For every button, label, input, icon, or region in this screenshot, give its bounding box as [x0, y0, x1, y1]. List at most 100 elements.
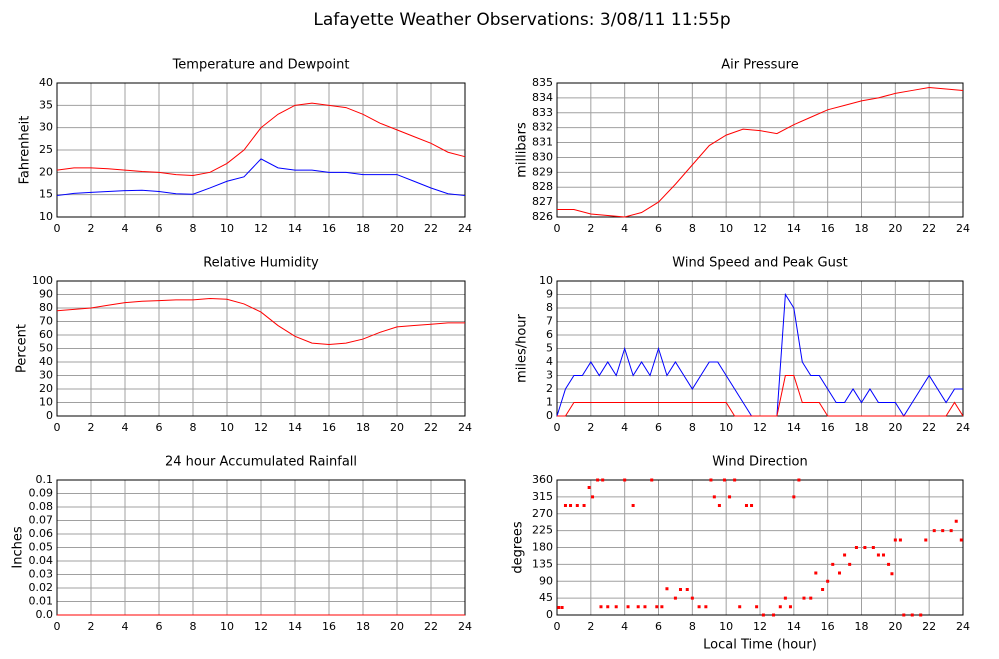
- y-tick-label: 7: [546, 315, 553, 328]
- x-axis-label: Local Time (hour): [703, 638, 817, 653]
- y-tick-label: 10: [539, 274, 553, 287]
- series-line: [56, 298, 465, 345]
- x-tick-label: 12: [753, 620, 767, 633]
- point: [744, 504, 748, 507]
- point: [614, 605, 618, 609]
- x-tick-label: 0: [54, 222, 61, 235]
- x-tick-label: 20: [390, 222, 404, 235]
- y-axis-label: millibars: [515, 122, 530, 178]
- point: [660, 605, 664, 609]
- point: [636, 605, 640, 609]
- x-tick-label: 22: [424, 620, 438, 633]
- plot-frame: [56, 280, 466, 417]
- point: [783, 596, 787, 600]
- point: [797, 478, 801, 482]
- point: [863, 546, 867, 549]
- y-tick-label: 0: [46, 409, 53, 422]
- point: [826, 579, 830, 583]
- x-tick-label: 6: [156, 222, 163, 235]
- x-tick-label: 6: [156, 421, 163, 434]
- x-tick-label: 4: [122, 620, 129, 633]
- series-line: [56, 102, 466, 176]
- x-tick-label: 2: [587, 620, 594, 633]
- point: [673, 596, 677, 600]
- chart-title: Relative Humidity: [203, 256, 319, 271]
- x-tick-label: 4: [621, 222, 628, 235]
- x-tick-label: 18: [356, 620, 370, 633]
- y-axis-label: Inches: [11, 526, 26, 568]
- y-tick-label: 20: [39, 165, 53, 178]
- y-tick-label: 60: [39, 328, 53, 341]
- y-tick-label: 1: [546, 396, 553, 409]
- y-tick-label: 90: [39, 288, 53, 301]
- x-tick-label: 2: [587, 421, 594, 434]
- y-tick-label: 15: [39, 188, 53, 201]
- point: [854, 546, 858, 549]
- point: [959, 538, 963, 542]
- x-tick-label: 14: [787, 222, 801, 235]
- point: [902, 613, 906, 617]
- y-tick-label: 829: [532, 165, 553, 178]
- point: [893, 538, 897, 542]
- y-tick-label: 830: [532, 150, 553, 163]
- x-tick-label: 22: [424, 421, 438, 434]
- x-tick-label: 10: [220, 620, 234, 633]
- point: [709, 478, 713, 482]
- point: [924, 538, 928, 542]
- y-tick-label: 835: [532, 76, 553, 89]
- y-tick-label: 0.0: [36, 608, 54, 621]
- x-tick-label: 24: [458, 620, 472, 633]
- point: [871, 546, 875, 549]
- plot-frame: [556, 479, 964, 616]
- y-tick-label: 360: [532, 473, 553, 486]
- y-tick-label: 25: [39, 143, 53, 156]
- point: [755, 605, 759, 609]
- point: [643, 605, 647, 609]
- point: [949, 529, 953, 533]
- point: [650, 478, 654, 482]
- point: [599, 605, 603, 609]
- y-axis-label: degrees: [511, 521, 526, 574]
- x-tick-label: 22: [922, 222, 936, 235]
- point: [591, 495, 595, 499]
- point: [717, 504, 721, 507]
- plot-frame: [56, 82, 466, 218]
- x-tick-label: 16: [322, 421, 336, 434]
- y-tick-label: 225: [532, 524, 553, 537]
- point: [876, 553, 880, 557]
- y-tick-label: 0.02: [29, 581, 54, 594]
- point: [831, 562, 835, 566]
- y-tick-label: 6: [546, 328, 553, 341]
- point: [881, 553, 885, 557]
- y-tick-label: 5: [546, 342, 553, 355]
- y-tick-label: 0.03: [29, 568, 54, 581]
- x-tick-label: 4: [621, 620, 628, 633]
- x-tick-label: 2: [88, 222, 95, 235]
- x-tick-label: 12: [254, 620, 268, 633]
- point: [838, 571, 842, 575]
- y-tick-label: 826: [532, 210, 553, 223]
- x-tick-label: 8: [689, 620, 696, 633]
- x-tick-label: 6: [655, 620, 662, 633]
- x-tick-label: 20: [390, 421, 404, 434]
- point: [843, 553, 847, 557]
- x-tick-label: 20: [888, 222, 902, 235]
- point: [655, 605, 659, 609]
- x-tick-label: 20: [390, 620, 404, 633]
- y-tick-label: 30: [39, 369, 53, 382]
- x-tick-label: 0: [54, 620, 61, 633]
- point: [887, 562, 891, 566]
- y-tick-label: 0.09: [29, 487, 54, 500]
- x-tick-label: 10: [719, 222, 733, 235]
- x-tick-label: 6: [156, 620, 163, 633]
- point: [722, 478, 726, 482]
- y-tick-label: 9: [546, 288, 553, 301]
- x-tick-label: 2: [587, 222, 594, 235]
- y-tick-label: 3: [546, 369, 553, 382]
- x-tick-label: 18: [356, 222, 370, 235]
- y-tick-label: 30: [39, 121, 53, 134]
- chart-title: Wind Direction: [712, 455, 808, 470]
- y-tick-label: 40: [39, 355, 53, 368]
- point: [569, 504, 573, 507]
